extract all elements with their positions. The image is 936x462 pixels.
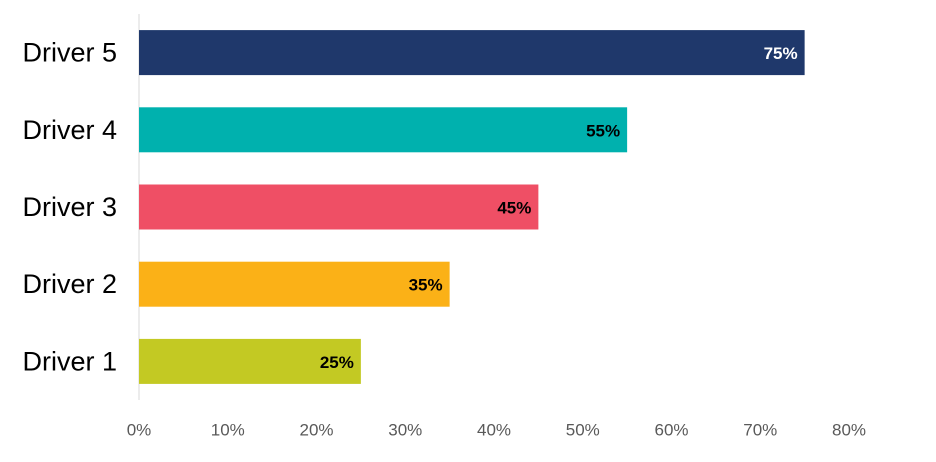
category-label-driver-3: Driver 3 bbox=[22, 192, 117, 222]
category-label-driver-2: Driver 2 bbox=[22, 269, 117, 299]
x-tick-label: 70% bbox=[743, 421, 777, 440]
category-label-driver-4: Driver 4 bbox=[22, 115, 117, 145]
category-label-driver-1: Driver 1 bbox=[22, 346, 117, 376]
data-label-driver-1: 25% bbox=[320, 353, 354, 372]
bar-driver-4 bbox=[139, 107, 628, 153]
data-label-driver-4: 55% bbox=[586, 121, 620, 140]
x-tick-label: 10% bbox=[211, 421, 245, 440]
bar-driver-2 bbox=[139, 261, 450, 307]
x-axis-tick-labels: 0% 10% 20% 30% 40% 50% 60% 70% 80% bbox=[127, 421, 866, 440]
data-labels: 75% 55% 45% 35% 25% bbox=[320, 44, 798, 372]
data-label-driver-3: 45% bbox=[497, 199, 531, 218]
data-label-driver-5: 75% bbox=[764, 44, 798, 63]
bar-driver-5 bbox=[139, 30, 805, 76]
x-tick-label: 60% bbox=[654, 421, 688, 440]
category-labels: Driver 5 Driver 4 Driver 3 Driver 2 Driver 1 bbox=[22, 38, 117, 377]
x-tick-label: 80% bbox=[832, 421, 866, 440]
bar-driver-3 bbox=[139, 184, 539, 230]
x-tick-label: 50% bbox=[566, 421, 600, 440]
bars bbox=[139, 30, 805, 384]
x-tick-label: 30% bbox=[388, 421, 422, 440]
data-label-driver-2: 35% bbox=[409, 276, 443, 295]
x-tick-label: 20% bbox=[299, 421, 333, 440]
category-label-driver-5: Driver 5 bbox=[22, 38, 117, 68]
bar-driver-1 bbox=[139, 338, 361, 384]
x-tick-label: 40% bbox=[477, 421, 511, 440]
x-tick-label: 0% bbox=[127, 421, 152, 440]
